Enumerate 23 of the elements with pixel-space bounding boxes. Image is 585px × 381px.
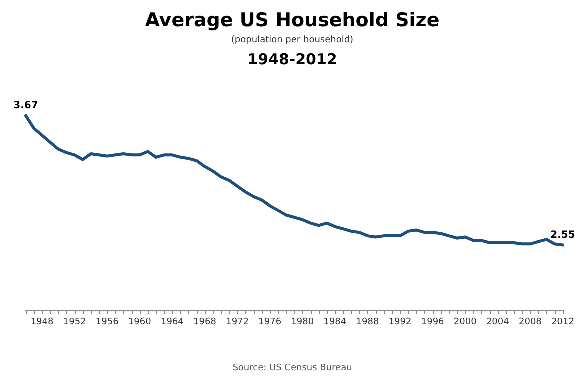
x-tick-label: 1976 [258,318,282,328]
x-tick-label: 1952 [63,318,86,328]
chart-subtitle: (population per household) [231,36,354,46]
x-tick-label: 1968 [194,318,217,328]
x-tick-label: 2000 [454,318,478,328]
x-tick-label: 1996 [421,318,445,328]
x-tick-label: 1992 [388,318,412,328]
data-label: 2.55 [550,230,576,241]
text: 1948-2012 [248,50,338,68]
data-label: 3.67 [14,100,38,112]
x-tick-label: 2008 [519,318,542,328]
source-note: Source: US Census Bureau [232,364,352,374]
x-tick-label: 1984 [324,318,347,328]
x-tick-label: 2004 [486,318,510,328]
x-tick-label: 1964 [161,318,184,328]
x-tick-label: 1948 [30,318,54,328]
x-tick-label: 1956 [96,318,120,328]
x-tick-label: 1972 [226,318,249,328]
x-tick-label: 1980 [291,318,314,328]
chart-title: Average US Household Size [145,10,440,32]
x-tick-label: 1988 [356,318,380,328]
x-tick-label: 1960 [128,318,152,328]
x-tick-label: 2012 [552,318,574,328]
